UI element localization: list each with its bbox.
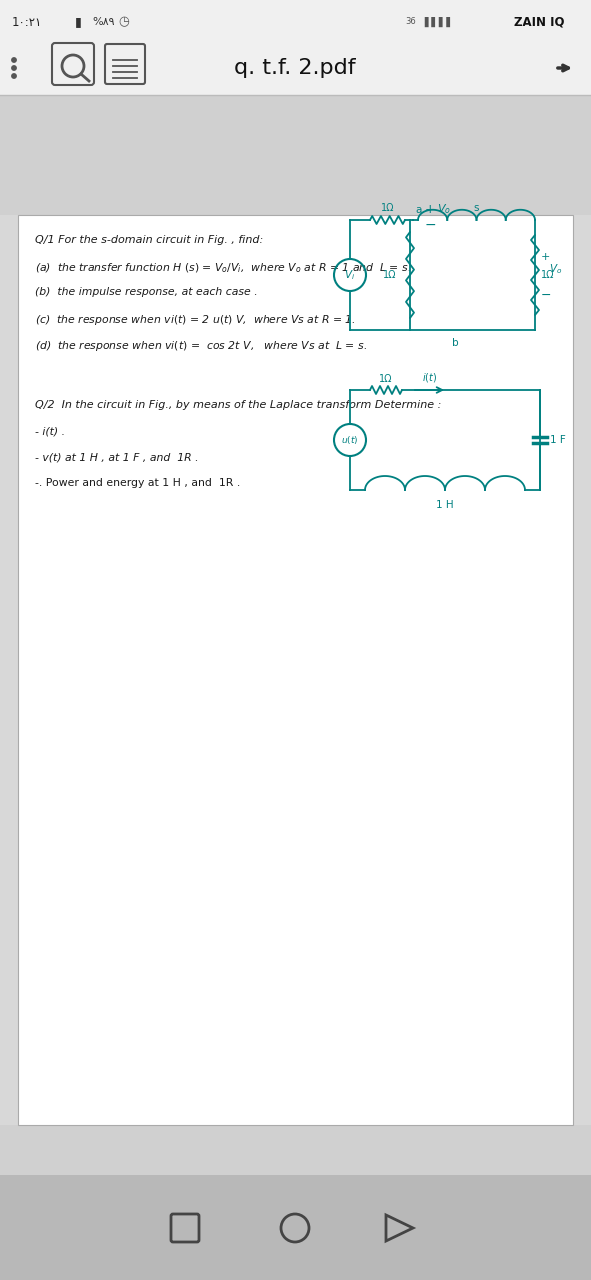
Text: 1Ω: 1Ω xyxy=(381,204,394,212)
Text: - v(t) at 1 H , at 1 F , and  1R .: - v(t) at 1 H , at 1 F , and 1R . xyxy=(35,452,199,462)
FancyBboxPatch shape xyxy=(18,215,573,1125)
Circle shape xyxy=(12,74,16,78)
Text: a: a xyxy=(415,205,421,215)
Text: $V_o$: $V_o$ xyxy=(549,262,562,276)
FancyBboxPatch shape xyxy=(0,95,591,215)
Text: (c)  the response when $\it{vi(t)}$ = 2 $\it{u(t)}$ V,  where $\it{Vs}$ at R = 1: (c) the response when $\it{vi(t)}$ = 2 $… xyxy=(35,314,356,326)
Text: b: b xyxy=(452,338,458,348)
FancyBboxPatch shape xyxy=(0,40,591,95)
Text: −: − xyxy=(425,218,437,232)
Text: Q/1 For the s-domain circuit in Fig. , find:: Q/1 For the s-domain circuit in Fig. , f… xyxy=(35,236,263,244)
Text: 1Ω: 1Ω xyxy=(382,270,396,280)
Text: $i(t)$: $i(t)$ xyxy=(423,371,437,384)
Text: 1Ω: 1Ω xyxy=(541,270,554,280)
Text: q. t.f. 2.pdf: q. t.f. 2.pdf xyxy=(234,58,356,78)
Text: -. Power and energy at 1 H , and  1R .: -. Power and energy at 1 H , and 1R . xyxy=(35,477,241,488)
Text: (d)  the response when $\it{vi(t)}$ =  cos 2$\it{t}$ V,   where $\it{Vs}$ at  L : (d) the response when $\it{vi(t)}$ = cos… xyxy=(35,339,367,353)
Text: ▮: ▮ xyxy=(75,15,82,28)
FancyBboxPatch shape xyxy=(0,1175,591,1280)
Text: −: − xyxy=(541,288,551,302)
Text: - i(t) .: - i(t) . xyxy=(35,426,65,436)
Text: $u(t)$: $u(t)$ xyxy=(341,434,359,445)
Text: 1 F: 1 F xyxy=(550,435,566,445)
FancyBboxPatch shape xyxy=(0,1125,591,1175)
Text: ▐▐▐▐: ▐▐▐▐ xyxy=(420,17,450,27)
Text: ◷: ◷ xyxy=(118,15,129,28)
Text: 1Ω: 1Ω xyxy=(379,374,393,384)
Text: $V_i$: $V_i$ xyxy=(345,268,356,282)
Text: $V_o$: $V_o$ xyxy=(437,202,451,216)
Text: Q/2  In the circuit in Fig., by means of the Laplace transform Determine :: Q/2 In the circuit in Fig., by means of … xyxy=(35,399,441,410)
Circle shape xyxy=(12,65,16,70)
Text: 1 H: 1 H xyxy=(436,500,454,509)
Text: ZAIN IQ: ZAIN IQ xyxy=(515,15,565,28)
Text: +: + xyxy=(425,204,436,216)
Text: %۸۹: %۸۹ xyxy=(92,17,115,27)
Text: s: s xyxy=(474,204,479,212)
Text: 36: 36 xyxy=(405,18,415,27)
Text: (a)  the transfer function $\it{H}$ $\it{(s)}$ = $\it{V_o/V_i}$,  where $\it{V_o: (a) the transfer function $\it{H}$ $\it{… xyxy=(35,261,411,275)
Text: 1٠:٢١: 1٠:٢١ xyxy=(12,15,43,28)
Text: +: + xyxy=(541,252,550,262)
Circle shape xyxy=(12,58,16,63)
FancyBboxPatch shape xyxy=(0,0,591,40)
Text: (b)  the impulse response, at each case .: (b) the impulse response, at each case . xyxy=(35,287,258,297)
